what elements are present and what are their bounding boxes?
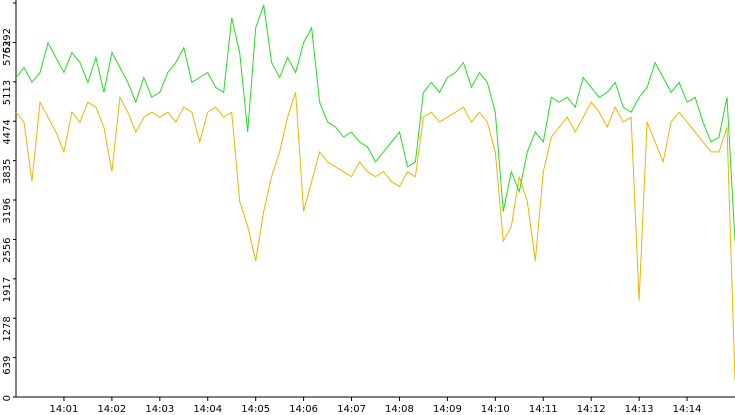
x-tick-label: 14:01 — [50, 404, 79, 415]
y-tick-label: 6392 — [2, 28, 13, 53]
y-tick-label: 3835 — [2, 159, 13, 184]
x-tick-label: 14:03 — [145, 404, 174, 415]
x-tick-label: 14:06 — [289, 404, 318, 415]
y-tick-label: 5752 — [2, 40, 13, 65]
x-tick-label: 14:10 — [481, 404, 510, 415]
x-tick-label: 14:12 — [577, 404, 606, 415]
y-tick-label: 3196 — [2, 198, 13, 223]
x-tick-label: 14:09 — [433, 404, 462, 415]
series-line — [15, 4, 735, 242]
y-tick-label: 5113 — [2, 80, 13, 105]
x-tick-label: 14:07 — [337, 404, 366, 415]
y-tick-label: 1278 — [2, 316, 13, 341]
x-tick-label: 14:02 — [97, 404, 126, 415]
y-tick-label: 0 — [2, 395, 13, 401]
x-tick-label: 14:04 — [193, 404, 222, 415]
y-tick-label: 1917 — [2, 277, 13, 302]
x-tick-label: 14:13 — [625, 404, 654, 415]
x-tick-label: 14:11 — [529, 404, 558, 415]
x-tick-label: 14:14 — [673, 404, 702, 415]
y-tick-label: 4474 — [2, 119, 13, 144]
series-line — [15, 92, 735, 381]
y-tick-label: 2556 — [2, 237, 13, 262]
x-tick-label: 14:08 — [385, 404, 414, 415]
x-tick-label: 14:05 — [241, 404, 270, 415]
y-tick-label: 639 — [2, 356, 13, 375]
